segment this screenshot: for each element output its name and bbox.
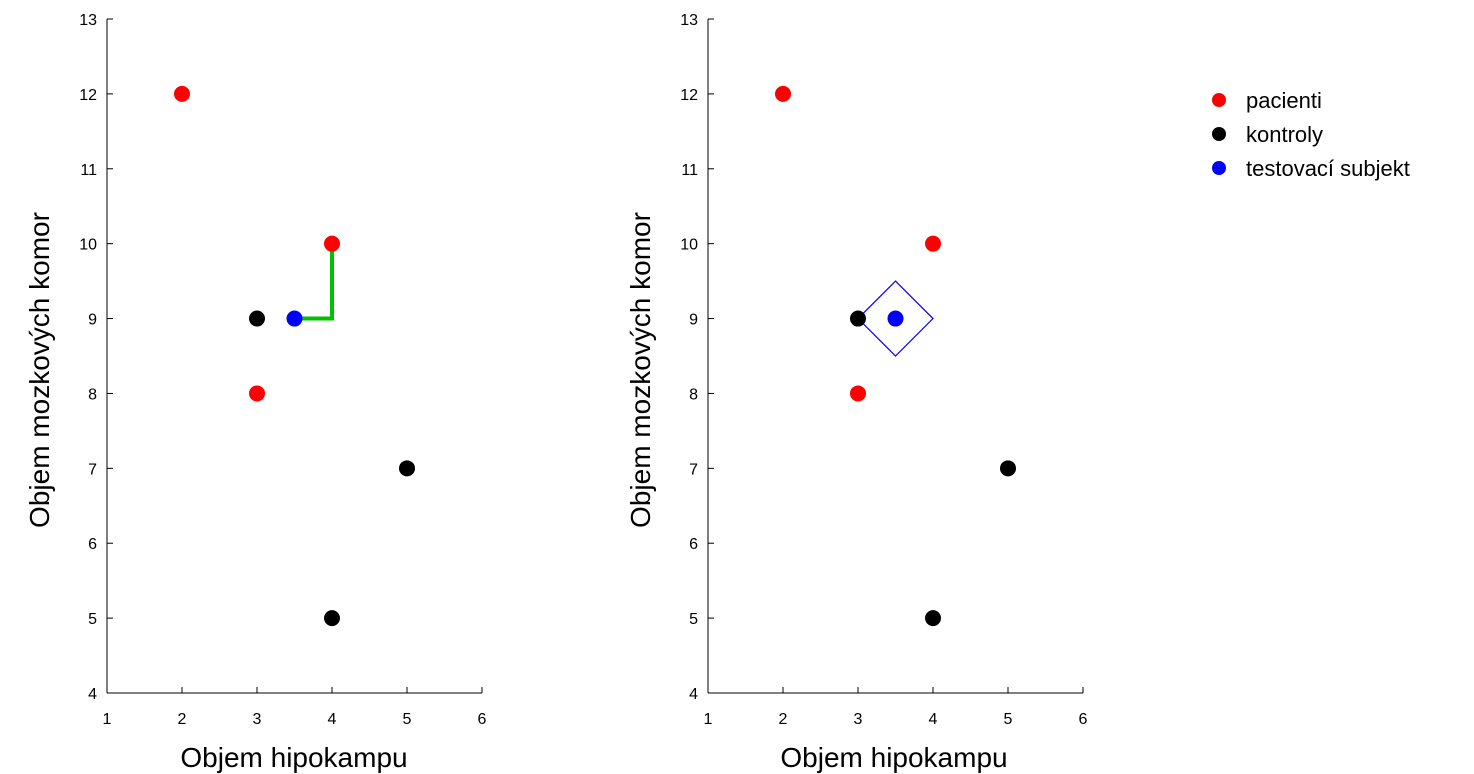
y-tick-label: 5 — [689, 611, 698, 628]
point-pacienti — [324, 235, 340, 252]
y-tick-label: 13 — [680, 12, 698, 29]
y-tick-label: 5 — [88, 611, 97, 628]
point-kontroly — [399, 460, 415, 477]
legend-item-pacienti: pacienti — [1212, 88, 1322, 113]
y-tick-label: 10 — [680, 237, 698, 254]
point-kontroly — [1000, 460, 1016, 477]
y-tick-label: 10 — [79, 237, 97, 254]
x-tick-label: 4 — [929, 711, 938, 728]
y-tick-label: 4 — [88, 686, 97, 703]
y-tick-label: 12 — [680, 87, 698, 104]
legend-label-kontroly: kontroly — [1246, 122, 1323, 147]
y-tick-label: 13 — [79, 12, 97, 29]
y-tick-label: 12 — [79, 87, 97, 104]
legend-label-testovaci-subjekt: testovací subjekt — [1246, 156, 1410, 181]
y-tick-label: 8 — [88, 386, 97, 403]
legend-item-kontroly: kontroly — [1212, 122, 1323, 147]
point-pacienti — [775, 85, 791, 102]
x-tick-label: 4 — [328, 711, 337, 728]
y-axis-title: Objem mozkových komor — [625, 212, 656, 528]
legend-marker-pacienti — [1212, 93, 1226, 107]
point-testovaci-subjekt — [887, 310, 904, 327]
y-tick-label: 6 — [689, 536, 698, 553]
point-kontroly — [925, 610, 941, 627]
point-pacienti — [174, 85, 190, 102]
x-tick-label: 2 — [779, 711, 788, 728]
y-tick-label: 8 — [689, 386, 698, 403]
chart-left: Objem hipokampu Objem mozkových komor 4 5… — [24, 12, 487, 773]
point-testovaci-subjekt — [286, 310, 303, 327]
x-tick-label: 6 — [478, 711, 487, 728]
legend: pacienti kontroly testovací subjekt — [1212, 88, 1410, 181]
legend-label-pacienti: pacienti — [1246, 88, 1322, 113]
y-tick-label: 6 — [88, 536, 97, 553]
x-tick-label: 2 — [178, 711, 187, 728]
point-kontroly — [850, 310, 866, 327]
point-pacienti — [850, 385, 866, 402]
x-tick-label: 3 — [854, 711, 863, 728]
x-tick-label: 5 — [1004, 711, 1013, 728]
point-kontroly — [249, 310, 265, 327]
point-pacienti — [925, 235, 941, 252]
y-tick-label: 11 — [80, 162, 97, 179]
x-tick-label: 6 — [1079, 711, 1088, 728]
y-tick-label: 7 — [88, 461, 97, 478]
y-tick-label: 9 — [689, 312, 698, 329]
y-tick-label: 11 — [681, 162, 698, 179]
x-axis-title: Objem hipokampu — [180, 742, 407, 773]
x-tick-label: 1 — [103, 711, 112, 728]
legend-marker-kontroly — [1212, 127, 1226, 141]
y-axis-title: Objem mozkových komor — [24, 212, 55, 528]
y-tick-label: 7 — [689, 461, 698, 478]
y-tick-label: 4 — [689, 686, 698, 703]
chart-right: Objem hipokampu Objem mozkových komor 4 5… — [625, 12, 1088, 773]
legend-item-testovaci-subjekt: testovací subjekt — [1212, 156, 1410, 181]
x-axis-title: Objem hipokampu — [780, 742, 1007, 773]
point-kontroly — [324, 610, 340, 627]
point-pacienti — [249, 385, 265, 402]
neighborhood-diamond — [857, 280, 934, 357]
x-tick-label: 1 — [704, 711, 713, 728]
x-tick-label: 3 — [253, 711, 262, 728]
legend-marker-testovaci-subjekt — [1212, 161, 1226, 175]
y-tick-label: 9 — [88, 312, 97, 329]
distance-path — [294, 243, 334, 321]
x-tick-label: 5 — [403, 711, 412, 728]
